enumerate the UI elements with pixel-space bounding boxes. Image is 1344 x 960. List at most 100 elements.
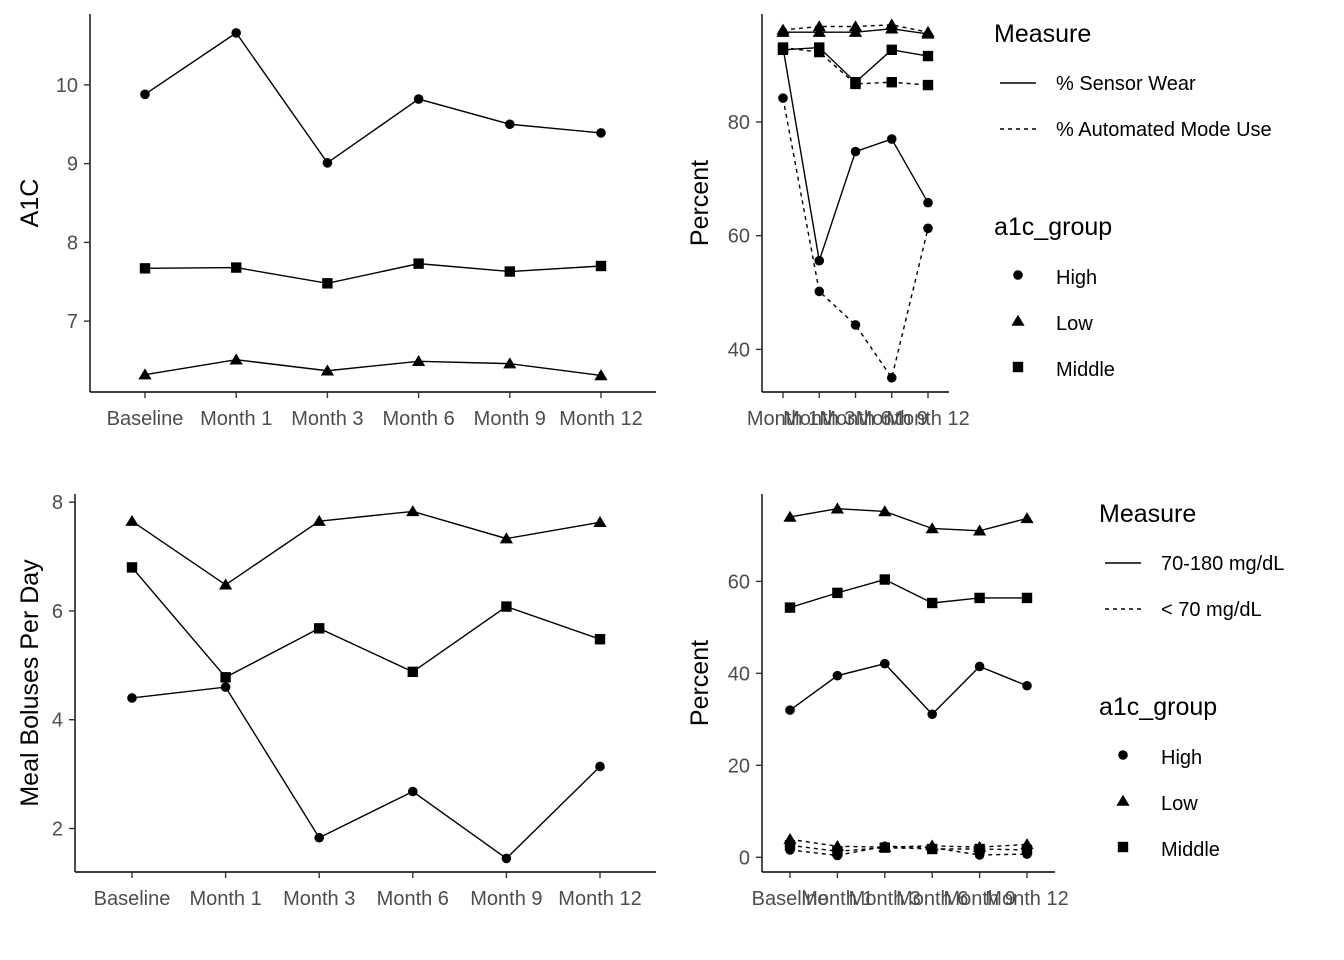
data-point-low (783, 510, 797, 522)
y-tick-label: 4 (52, 710, 63, 732)
data-point-middle (832, 587, 843, 599)
data-point-low (406, 505, 420, 517)
data-point-middle (504, 266, 515, 277)
data-point-low (776, 23, 790, 35)
legend-label-sensor-wear: % Sensor Wear (1056, 73, 1196, 95)
data-point-high (408, 786, 418, 797)
x-tick-label: Month 3 (291, 408, 363, 430)
data-point-low (411, 354, 426, 367)
x-tick-label: Month 12 (985, 888, 1068, 910)
data-point-middle (126, 562, 138, 573)
data-point-middle (501, 601, 512, 612)
data-point-high (501, 853, 512, 864)
data-point-middle (413, 258, 424, 269)
series-line-low (144, 359, 602, 377)
x-tick-label: Month 1 (747, 408, 819, 430)
data-point-high (413, 94, 424, 104)
data-point-middle (139, 263, 151, 274)
series-line-low-70-180-mg-dl (789, 508, 1028, 532)
legend-group-title: a1c_group (994, 213, 1112, 241)
y-tick-label: 8 (52, 492, 63, 514)
series-line-middle (131, 566, 601, 679)
data-point-high (140, 89, 150, 100)
data-point-high (1022, 849, 1032, 859)
data-point-low (885, 18, 899, 30)
x-tick-label: Baseline (107, 408, 184, 430)
data-point-middle (922, 50, 934, 62)
data-point-high (1022, 680, 1032, 691)
data-point-high (974, 850, 985, 860)
data-point-middle (1021, 592, 1033, 604)
data-point-low (125, 514, 139, 526)
data-point-low (503, 357, 517, 369)
data-point-middle (850, 78, 861, 90)
x-tick-label: Month 9 (474, 408, 546, 430)
data-point-middle (322, 278, 333, 289)
data-point-middle (784, 602, 796, 613)
data-point-high (927, 709, 937, 720)
data-point-high (974, 661, 985, 672)
legend-group-title: a1c_group (1099, 693, 1217, 721)
y-tick-label: 6 (52, 601, 63, 623)
series-line-high (131, 686, 601, 860)
y-tick-label: 8 (67, 232, 78, 254)
data-point-middle (231, 262, 242, 273)
x-tick-label: Month 9 (943, 888, 1015, 910)
legend-label-low: Low (1161, 793, 1198, 815)
x-tick-label: Month 6 (377, 888, 449, 910)
data-point-high (595, 761, 605, 772)
data-point-middle (814, 46, 825, 58)
x-tick-label: Month 6 (896, 888, 968, 910)
legend-measure-title: Measure (994, 20, 1091, 48)
y-tick-label: 9 (67, 154, 78, 176)
data-point-high (231, 28, 241, 38)
data-point-low (218, 578, 233, 590)
data-point-low (830, 502, 845, 514)
y-tick-label: 7 (67, 311, 78, 333)
data-point-high (850, 320, 861, 330)
y-tick-label: 40 (728, 339, 750, 361)
data-point-low (848, 25, 863, 37)
series-line-high (144, 31, 602, 164)
x-tick-label: Month 3 (283, 888, 355, 910)
legend-label-low: Low (1056, 313, 1093, 335)
legend-key-marker-low (1011, 314, 1025, 326)
data-point-high (923, 197, 933, 208)
legend-key-marker-middle (1117, 841, 1129, 853)
data-point-low (312, 514, 326, 526)
y-tick-label: 40 (728, 663, 750, 685)
y-axis-title: Percent (686, 160, 714, 246)
series-line-high-70-180-mg-dl (789, 662, 1028, 716)
legend-key-marker-low (1116, 794, 1130, 806)
data-point-middle (886, 77, 897, 88)
y-tick-label: 2 (52, 818, 63, 840)
legend-label-middle: Middle (1056, 359, 1115, 381)
x-tick-label: Month 12 (886, 408, 969, 430)
legend-label-high: High (1056, 267, 1097, 289)
data-point-high (850, 146, 861, 157)
legend: Measure % Sensor Wear % Automated Mode Use… (994, 20, 1272, 381)
data-point-middle (220, 672, 231, 683)
panel-meal-boluses: 2 4 6 8 Baseline Month 1 Month 3 Month 6 Month 9… (16, 492, 656, 910)
series-line-middle-70-180-mg-dl (789, 578, 1027, 609)
legend-measure-title: Measure (1099, 500, 1196, 528)
data-point-low (848, 20, 863, 32)
data-point-low (594, 369, 608, 381)
y-axis-title: A1C (16, 179, 44, 228)
data-point-high (220, 682, 231, 692)
y-tick-label: 20 (728, 755, 750, 777)
x-tick-label: Month 9 (470, 888, 542, 910)
data-point-high (785, 845, 795, 855)
x-tick-label: Month 6 (819, 408, 891, 430)
x-tick-label: Month 9 (856, 408, 928, 430)
data-point-high (832, 670, 843, 681)
data-point-low (878, 505, 892, 517)
data-point-middle (407, 666, 418, 678)
x-tick-label: Month 1 (200, 408, 272, 430)
data-point-high (814, 255, 825, 266)
data-point-low (1020, 512, 1034, 524)
